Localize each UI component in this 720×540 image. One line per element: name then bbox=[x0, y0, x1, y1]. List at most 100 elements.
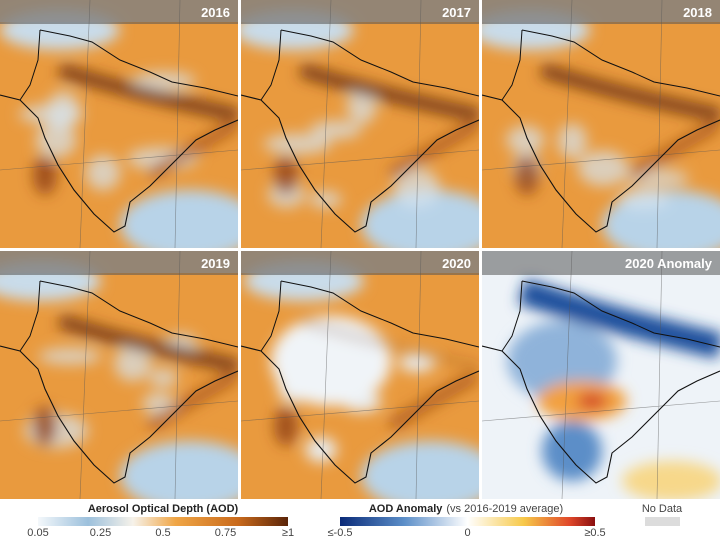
coastline bbox=[241, 94, 479, 233]
low-aod bbox=[398, 353, 436, 372]
border bbox=[521, 29, 720, 97]
border bbox=[39, 280, 238, 348]
high-aod bbox=[33, 406, 57, 446]
label-band bbox=[241, 0, 479, 24]
legend: Aerosol Optical Depth (AOD) 0.05 0.25 0.5 0… bbox=[27, 503, 683, 539]
low-aod bbox=[557, 123, 588, 159]
legend-subtitle: (vs 2016-2019 average) bbox=[446, 503, 563, 515]
map-image bbox=[0, 0, 238, 248]
high-aod bbox=[274, 406, 298, 446]
label-band bbox=[241, 251, 479, 275]
low-aod bbox=[114, 345, 152, 382]
legend-title: AOD Anomaly (vs 2016-2019 average) bbox=[369, 503, 563, 515]
tick-label: ≥1 bbox=[282, 527, 294, 539]
high-aod bbox=[57, 314, 238, 373]
aod-colorbar bbox=[38, 517, 288, 526]
high-aod bbox=[298, 63, 479, 122]
high-aod bbox=[387, 370, 479, 432]
legend-title-main: AOD Anomaly bbox=[369, 503, 443, 515]
low-aod bbox=[578, 150, 629, 187]
tick-label: 0.5 bbox=[155, 527, 170, 539]
high-aod bbox=[274, 155, 298, 195]
map-image bbox=[482, 0, 720, 248]
high-aod bbox=[387, 119, 479, 181]
low-aod bbox=[361, 190, 479, 248]
label-band bbox=[0, 0, 238, 24]
high-aod bbox=[33, 155, 57, 195]
high-aod bbox=[57, 63, 238, 122]
aerosol-field bbox=[243, 261, 479, 499]
positive-anomaly bbox=[577, 393, 607, 409]
map-panel: 2020 Anomaly bbox=[482, 251, 720, 499]
aerosol-field bbox=[0, 261, 238, 499]
map-grid: 2016 2017 2018 2019 2020 2020 Anomaly bbox=[0, 0, 720, 499]
low-aod bbox=[617, 188, 670, 210]
low-aod bbox=[120, 441, 238, 499]
border bbox=[260, 280, 282, 352]
anomaly-colorbar bbox=[340, 517, 595, 526]
panel-label: 2017 bbox=[442, 5, 471, 20]
anomaly-field bbox=[507, 278, 720, 499]
high-aod bbox=[628, 119, 720, 181]
coastline bbox=[241, 345, 479, 484]
label-band bbox=[0, 251, 238, 275]
tick-label: 0.05 bbox=[27, 527, 48, 539]
panel-label: 2019 bbox=[201, 256, 230, 271]
border bbox=[19, 29, 41, 101]
low-aod bbox=[393, 167, 440, 208]
panel-label: 2016 bbox=[201, 5, 230, 20]
low-aod bbox=[263, 133, 332, 155]
low-aod bbox=[309, 120, 362, 140]
no-data-swatch bbox=[645, 517, 680, 526]
negative-anomaly bbox=[517, 278, 720, 359]
panel-label: 2018 bbox=[683, 5, 712, 20]
low-aod bbox=[46, 91, 80, 131]
high-aod bbox=[515, 155, 539, 195]
map-panel: 2017 bbox=[241, 0, 479, 248]
coastline bbox=[482, 345, 720, 484]
panel-label: 2020 Anomaly bbox=[625, 256, 713, 271]
map-panel: 2019 bbox=[0, 251, 238, 499]
positive-anomaly bbox=[622, 461, 720, 499]
border bbox=[501, 29, 523, 101]
border bbox=[260, 29, 282, 101]
low-aod bbox=[131, 71, 196, 91]
low-aod bbox=[361, 441, 479, 499]
low-aod bbox=[506, 125, 545, 154]
low-aod bbox=[85, 154, 121, 191]
low-aod bbox=[35, 123, 77, 158]
legend-title: Aerosol Optical Depth (AOD) bbox=[88, 503, 239, 515]
low-aod bbox=[120, 190, 238, 248]
anomaly-ticks: ≤-0.5 0 ≥0.5 bbox=[328, 527, 606, 539]
high-aod bbox=[539, 63, 720, 122]
low-aod bbox=[305, 437, 337, 463]
low-aod bbox=[309, 191, 342, 208]
tick-label: 0 bbox=[464, 527, 470, 539]
aod-ticks: 0.05 0.25 0.5 0.75 ≥1 bbox=[27, 527, 294, 539]
map-panel: 2016 bbox=[0, 0, 238, 248]
high-aod bbox=[300, 318, 479, 369]
tick-label: ≤-0.5 bbox=[328, 527, 353, 539]
aerosol-field bbox=[482, 10, 720, 248]
low-aod bbox=[148, 368, 178, 388]
border bbox=[19, 280, 41, 352]
border bbox=[521, 280, 720, 348]
tick-label: ≥0.5 bbox=[584, 527, 605, 539]
low-aod bbox=[38, 348, 102, 365]
coastline bbox=[0, 345, 238, 484]
panel-label: 2020 bbox=[442, 256, 471, 271]
tick-label: 0.25 bbox=[90, 527, 111, 539]
negative-anomaly bbox=[542, 421, 602, 481]
label-band bbox=[482, 0, 720, 24]
border bbox=[39, 29, 238, 97]
map-panel: 2018 bbox=[482, 0, 720, 248]
border bbox=[280, 29, 479, 97]
negative-anomaly bbox=[507, 321, 617, 401]
coastline bbox=[482, 94, 720, 233]
tick-label: 0.75 bbox=[215, 527, 236, 539]
border bbox=[280, 280, 479, 348]
map-panel: 2020 bbox=[241, 251, 479, 499]
map-image bbox=[0, 251, 238, 499]
map-image bbox=[241, 251, 479, 499]
